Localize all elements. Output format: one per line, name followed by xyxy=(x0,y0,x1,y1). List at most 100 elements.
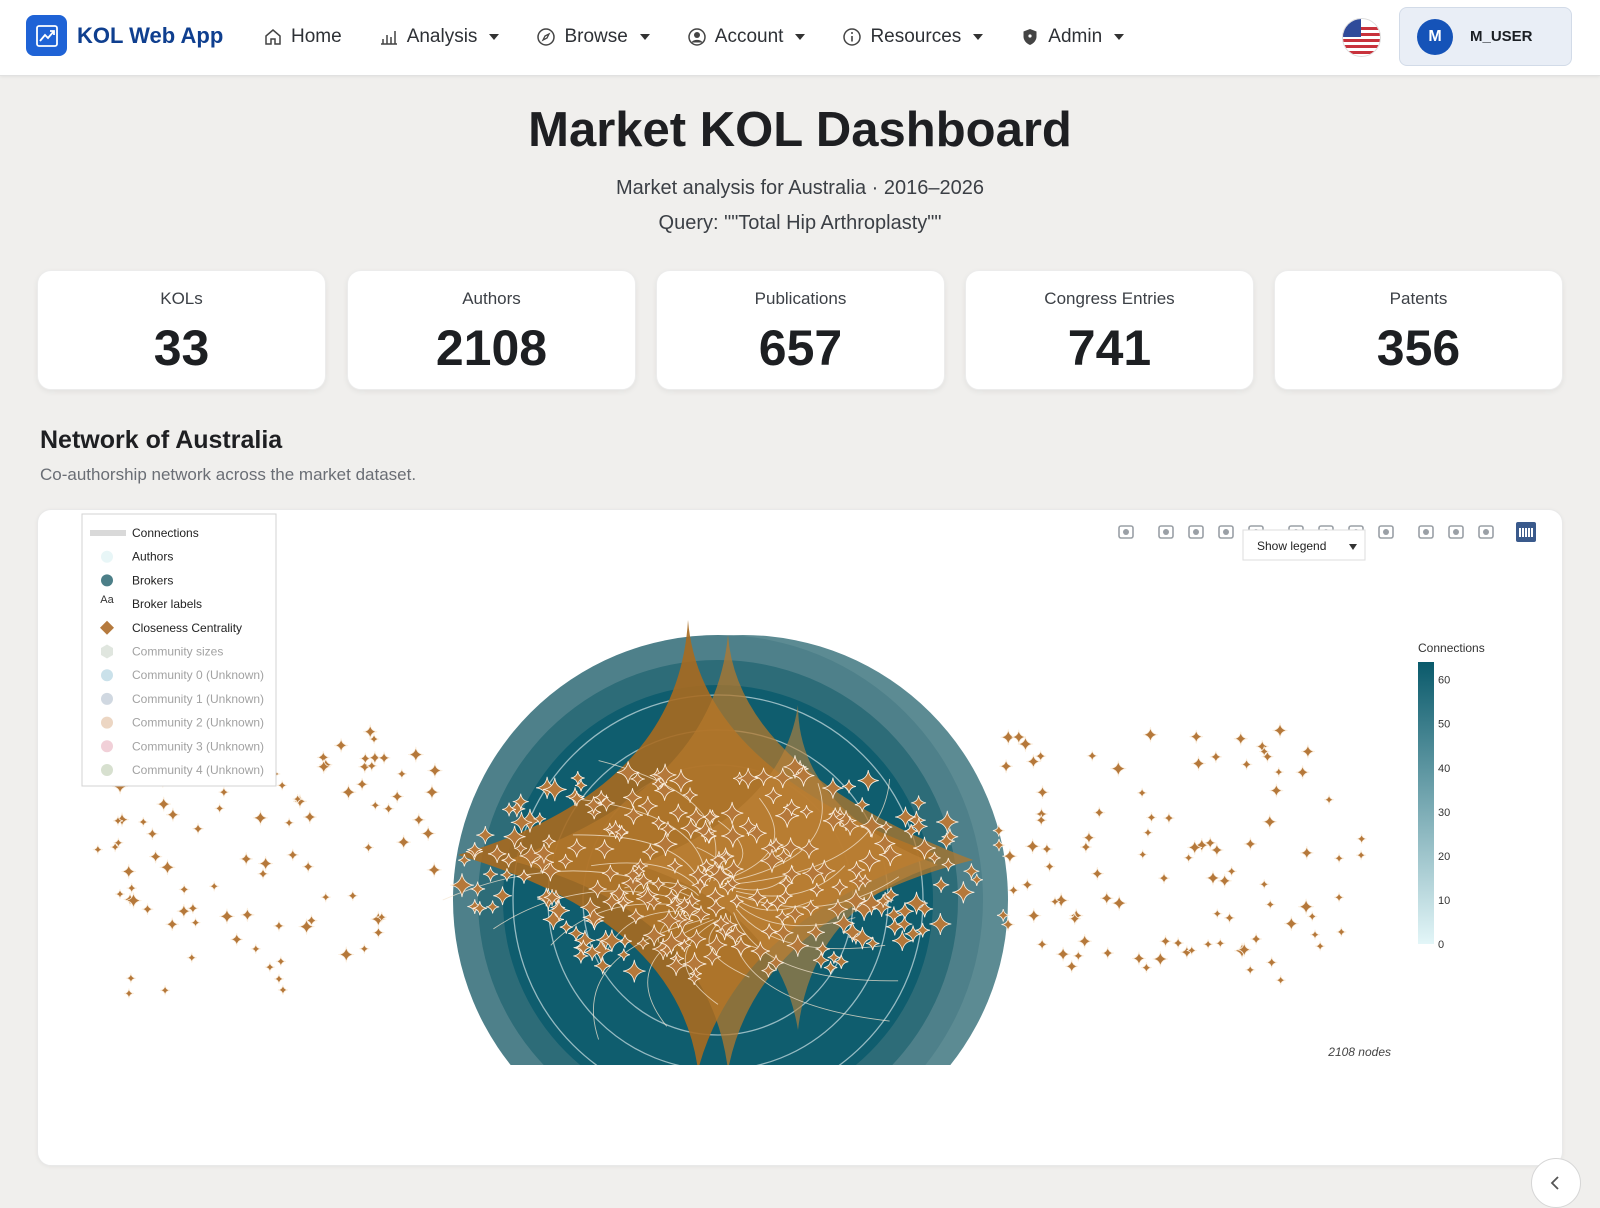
author-node[interactable] xyxy=(187,902,199,914)
legend-item[interactable]: Community 2 (Unknown) xyxy=(101,716,264,730)
author-node[interactable] xyxy=(761,923,778,940)
author-node[interactable] xyxy=(963,863,980,880)
author-node[interactable] xyxy=(1146,812,1157,823)
author-node[interactable] xyxy=(896,916,913,933)
author-node[interactable] xyxy=(396,834,412,850)
author-node[interactable] xyxy=(138,816,149,828)
author-node[interactable] xyxy=(1299,846,1314,860)
author-node[interactable] xyxy=(686,807,706,827)
author-node[interactable] xyxy=(501,853,516,868)
author-node[interactable] xyxy=(366,760,378,772)
camera-icon[interactable] xyxy=(1118,525,1134,539)
author-node[interactable] xyxy=(831,878,849,896)
author-node[interactable] xyxy=(840,816,860,836)
author-node[interactable] xyxy=(368,751,382,765)
author-node[interactable] xyxy=(614,825,629,839)
author-node[interactable] xyxy=(1068,912,1081,925)
author-node[interactable] xyxy=(668,879,687,898)
author-node[interactable] xyxy=(637,795,658,816)
author-node[interactable] xyxy=(1163,812,1175,824)
author-node[interactable] xyxy=(857,770,879,792)
author-node[interactable] xyxy=(1307,911,1318,922)
author-node[interactable] xyxy=(582,906,605,929)
author-node[interactable] xyxy=(691,905,710,924)
author-node[interactable] xyxy=(646,895,662,911)
author-node[interactable] xyxy=(657,909,681,933)
author-node[interactable] xyxy=(377,751,391,765)
author-node[interactable] xyxy=(833,912,855,935)
author-node[interactable] xyxy=(627,908,644,925)
author-node[interactable] xyxy=(1237,942,1252,957)
author-node[interactable] xyxy=(426,862,442,878)
author-node[interactable] xyxy=(996,909,1010,922)
author-node[interactable] xyxy=(769,895,786,912)
author-node[interactable] xyxy=(617,948,631,961)
legend-item[interactable]: Community 0 (Unknown) xyxy=(101,668,264,682)
author-node[interactable] xyxy=(680,818,702,839)
hover-closest-icon[interactable] xyxy=(1448,525,1464,539)
author-node[interactable] xyxy=(148,850,163,864)
author-node[interactable] xyxy=(643,924,666,947)
legend-item[interactable]: Closeness Centrality xyxy=(100,620,242,635)
author-node[interactable] xyxy=(362,842,374,854)
author-node[interactable] xyxy=(165,807,180,822)
author-node[interactable] xyxy=(970,873,983,886)
author-node[interactable] xyxy=(904,925,922,943)
author-node[interactable] xyxy=(702,809,718,825)
author-node[interactable] xyxy=(1000,729,1017,746)
author-node[interactable] xyxy=(1240,758,1253,771)
author-node[interactable] xyxy=(654,780,675,801)
author-node[interactable] xyxy=(483,866,499,882)
author-node[interactable] xyxy=(851,926,874,950)
us-flag-icon[interactable] xyxy=(1342,18,1381,57)
author-node[interactable] xyxy=(240,907,255,922)
author-node[interactable] xyxy=(834,954,849,969)
author-node[interactable] xyxy=(712,914,730,932)
author-node[interactable] xyxy=(320,891,331,903)
author-node[interactable] xyxy=(778,888,793,904)
author-node[interactable] xyxy=(660,821,676,837)
author-node[interactable] xyxy=(533,812,547,826)
author-node[interactable] xyxy=(298,918,315,935)
author-node[interactable] xyxy=(822,810,844,832)
author-node[interactable] xyxy=(786,934,809,957)
author-node[interactable] xyxy=(427,763,443,779)
author-node[interactable] xyxy=(273,973,285,984)
author-node[interactable] xyxy=(999,759,1013,774)
author-node[interactable] xyxy=(768,837,784,853)
author-node[interactable] xyxy=(1204,836,1217,850)
author-node[interactable] xyxy=(731,936,751,957)
author-node[interactable] xyxy=(1043,860,1056,873)
author-node[interactable] xyxy=(858,874,872,888)
author-node[interactable] xyxy=(487,844,507,864)
author-node[interactable] xyxy=(891,930,913,952)
legend-item[interactable]: Community 3 (Unknown) xyxy=(101,739,264,753)
author-node[interactable] xyxy=(176,904,192,919)
author-node[interactable] xyxy=(156,796,172,812)
author-node[interactable] xyxy=(146,827,159,841)
author-node[interactable] xyxy=(928,851,941,864)
author-node[interactable] xyxy=(786,905,805,924)
zoom-icon[interactable] xyxy=(1158,525,1174,539)
author-node[interactable] xyxy=(904,823,919,839)
author-node[interactable] xyxy=(573,948,589,964)
author-node[interactable] xyxy=(739,817,759,837)
author-node[interactable] xyxy=(1011,729,1027,745)
author-node[interactable] xyxy=(776,848,792,864)
author-node[interactable] xyxy=(1026,908,1042,923)
author-node[interactable] xyxy=(1110,760,1127,777)
author-node[interactable] xyxy=(125,973,136,984)
author-node[interactable] xyxy=(533,843,555,864)
author-node[interactable] xyxy=(1065,959,1079,973)
author-node[interactable] xyxy=(368,733,380,745)
author-node[interactable] xyxy=(1082,831,1096,845)
author-node[interactable] xyxy=(542,834,556,849)
author-node[interactable] xyxy=(114,888,126,900)
author-node[interactable] xyxy=(937,832,955,850)
author-node[interactable] xyxy=(286,848,299,862)
author-node[interactable] xyxy=(347,890,359,902)
author-node[interactable] xyxy=(214,803,225,814)
author-node[interactable] xyxy=(1111,895,1127,911)
author-node[interactable] xyxy=(1265,956,1278,969)
author-node[interactable] xyxy=(568,925,584,942)
